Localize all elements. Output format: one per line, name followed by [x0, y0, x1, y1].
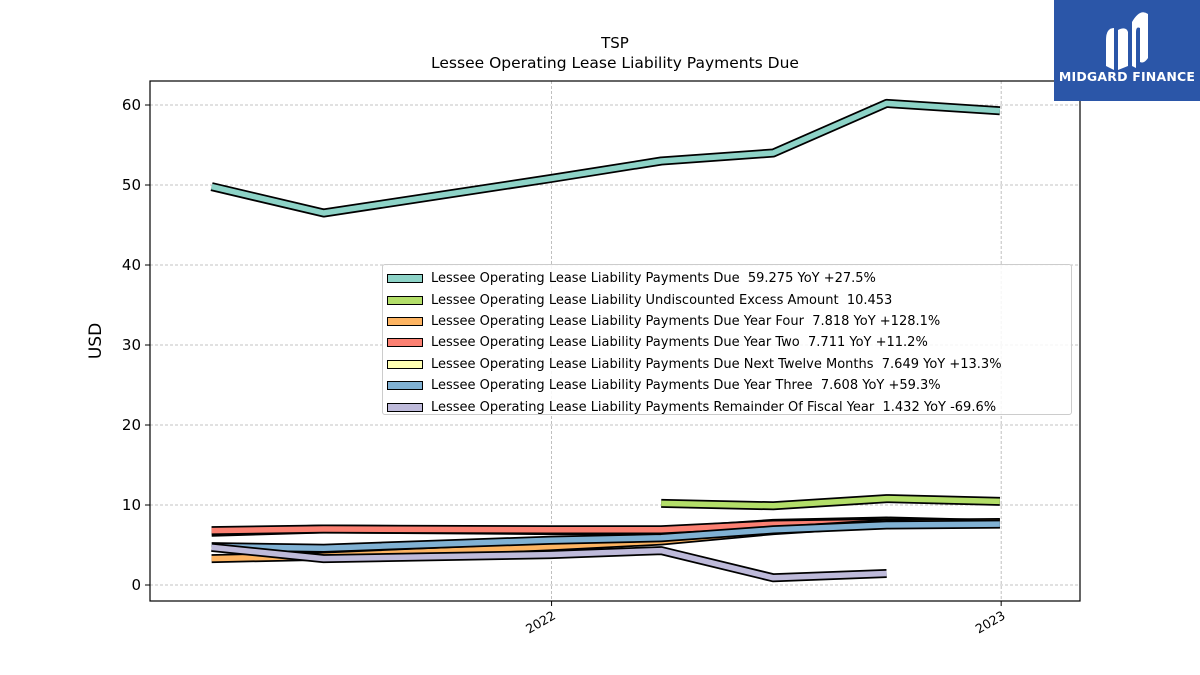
series-line [211, 519, 1001, 553]
chart-subtitle: Lessee Operating Lease Liability Payment… [431, 54, 799, 72]
legend-entry: Lessee Operating Lease Liability Payment… [383, 332, 1071, 353]
legend-label: Lessee Operating Lease Liability Payment… [431, 399, 997, 415]
plot-frame [149, 80, 1081, 602]
legend-entry: Lessee Operating Lease Liability Payment… [383, 375, 1071, 396]
x-axis-ticks: 2022 2023 [523, 601, 1008, 637]
legend-label: Lessee Operating Lease Liability Payment… [431, 271, 876, 287]
legend-swatch [387, 402, 423, 412]
series-line-fill [210, 100, 1001, 216]
legend-entry: Lessee Operating Lease Liability Payment… [383, 268, 1071, 289]
legend-label: Lessee Operating Lease Liability Payment… [431, 378, 941, 394]
y-tick-label: 50 [122, 176, 141, 194]
legend-label: Lessee Operating Lease Liability Undisco… [431, 292, 893, 308]
chart-title: TSP [600, 34, 629, 52]
y-axis-label: USD [86, 323, 106, 359]
y-tick-label: 20 [122, 416, 141, 434]
brand-logo: MIDGARD FINANCE [1054, 0, 1200, 101]
series-line [210, 98, 1001, 218]
series-layer [210, 98, 1001, 583]
legend-swatch [387, 359, 423, 369]
series-line-outline [210, 98, 1001, 218]
y-tick-label: 40 [122, 256, 141, 274]
legend-label: Lessee Operating Lease Liability Payment… [431, 313, 941, 329]
y-tick-label: 30 [122, 336, 141, 354]
y-axis-ticks: 0 10 20 30 40 50 60 [122, 96, 150, 594]
logo-text: MIDGARD FINANCE [1058, 69, 1196, 84]
legend-entry: Lessee Operating Lease Liability Undisco… [383, 289, 1071, 310]
legend-swatch [387, 338, 423, 348]
series-line [661, 494, 1001, 511]
legend-label: Lessee Operating Lease Liability Payment… [431, 356, 1002, 372]
legend-entry: Lessee Operating Lease Liability Payment… [383, 396, 1071, 417]
legend-swatch [387, 295, 423, 305]
legend-label: Lessee Operating Lease Liability Payment… [431, 335, 928, 351]
legend-entry: Lessee Operating Lease Liability Payment… [383, 354, 1071, 375]
chart-legend: Lessee Operating Lease Liability Payment… [382, 264, 1072, 415]
series-line-fill [211, 544, 887, 581]
midgard-logo-icon [1106, 12, 1148, 70]
y-tick-label: 60 [122, 96, 141, 114]
series-line [211, 542, 887, 583]
legend-swatch [387, 274, 423, 284]
x-tick-label: 2022 [523, 608, 558, 637]
y-tick-label: 10 [122, 496, 141, 514]
legend-entry: Lessee Operating Lease Liability Payment… [383, 311, 1071, 332]
y-tick-label: 0 [131, 576, 141, 594]
x-tick-label: 2023 [973, 608, 1008, 637]
series-line-fill [661, 495, 1000, 509]
legend-swatch [387, 316, 423, 326]
legend-swatch [387, 381, 423, 391]
